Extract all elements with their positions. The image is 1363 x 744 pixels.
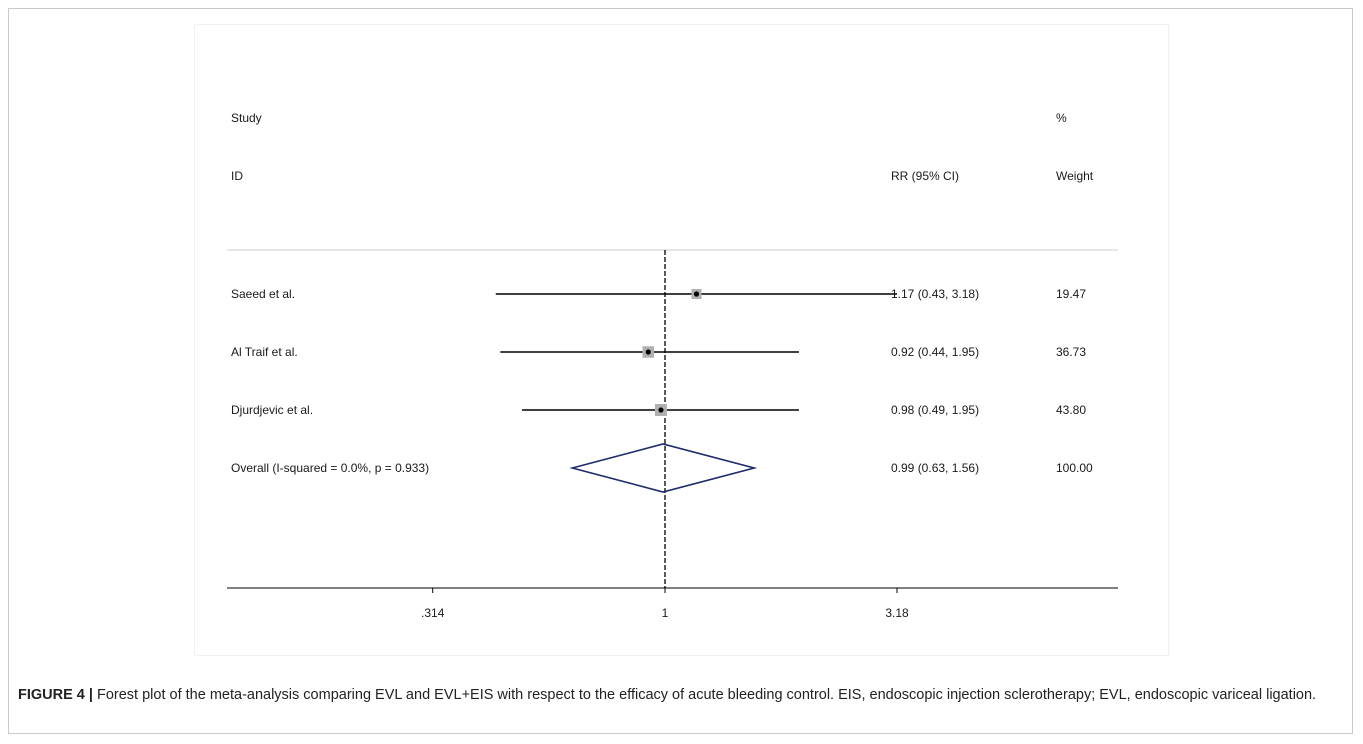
study-ci-text: 0.98 (0.49, 1.95) bbox=[891, 403, 979, 417]
header-study: Study bbox=[231, 111, 262, 125]
study-point bbox=[645, 349, 651, 355]
header-effect: RR (95% CI) bbox=[891, 169, 959, 183]
study-ci-text: 0.92 (0.44, 1.95) bbox=[891, 345, 979, 359]
study-point bbox=[693, 291, 700, 297]
figure-frame bbox=[8, 8, 1353, 734]
caption-text: Forest plot of the meta-analysis compari… bbox=[92, 687, 1317, 703]
overall-weight-text: 100.00 bbox=[1056, 461, 1093, 475]
overall-name: Overall (I-squared = 0.0%, p = 0.933) bbox=[231, 461, 429, 475]
header-weight: Weight bbox=[1056, 169, 1094, 183]
overall-ci-text: 0.99 (0.63, 1.56) bbox=[891, 461, 979, 475]
study-name: Djurdjevic et al. bbox=[231, 403, 313, 417]
x-axis-tick-label: 3.18 bbox=[885, 606, 909, 620]
caption-label: FIGURE 4 | bbox=[18, 687, 93, 703]
x-axis-tick-label: 1 bbox=[662, 606, 669, 620]
study-weight-text: 36.73 bbox=[1056, 345, 1086, 359]
header-weight-percent: % bbox=[1056, 111, 1067, 125]
header-id: ID bbox=[231, 169, 243, 183]
x-axis-tick-label: .314 bbox=[421, 606, 445, 620]
study-weight-text: 43.80 bbox=[1056, 403, 1086, 417]
study-point bbox=[658, 407, 664, 413]
forest-plot: Study ID RR (95% CI) % Weight Saeed et a… bbox=[195, 25, 1168, 655]
figure-caption: FIGURE 4 | Forest plot of the meta-analy… bbox=[18, 686, 1338, 705]
study-name: Al Traif et al. bbox=[231, 345, 298, 359]
study-name: Saeed et al. bbox=[231, 287, 295, 301]
forest-plot-svg: Study ID RR (95% CI) % Weight Saeed et a… bbox=[227, 111, 1118, 620]
overall-diamond bbox=[569, 443, 758, 493]
study-ci-text: 1.17 (0.43, 3.18) bbox=[891, 287, 979, 301]
study-weight-text: 19.47 bbox=[1056, 287, 1086, 301]
